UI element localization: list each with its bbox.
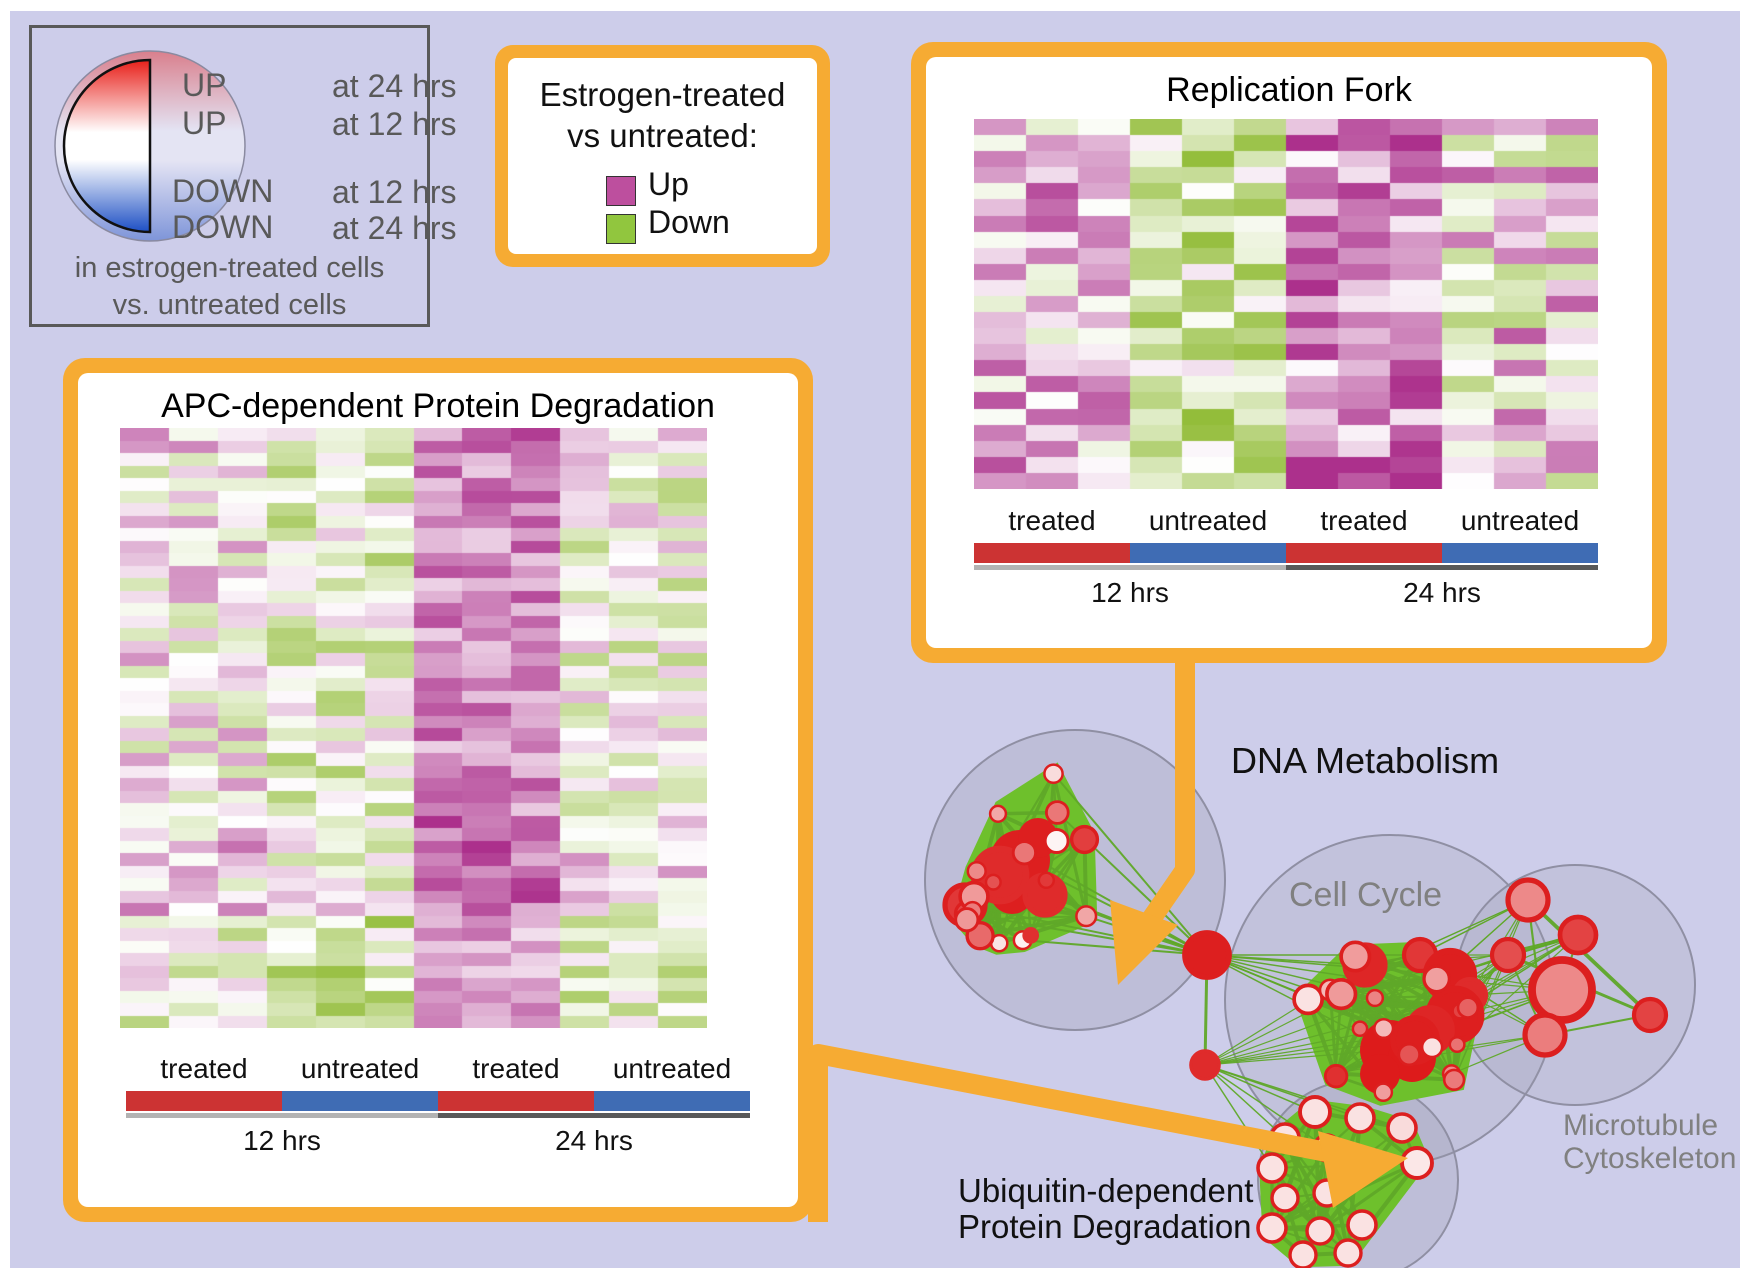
svg-text:Ubiquitin-dependent: Ubiquitin-dependent [958, 1172, 1253, 1209]
svg-text:Cell Cycle: Cell Cycle [1289, 876, 1442, 914]
svg-text:DNA Metabolism: DNA Metabolism [1231, 740, 1499, 781]
svg-text:Cytoskeleton: Cytoskeleton [1563, 1142, 1736, 1175]
svg-text:Protein Degradation: Protein Degradation [958, 1208, 1252, 1245]
svg-text:Microtubule: Microtubule [1563, 1109, 1718, 1142]
